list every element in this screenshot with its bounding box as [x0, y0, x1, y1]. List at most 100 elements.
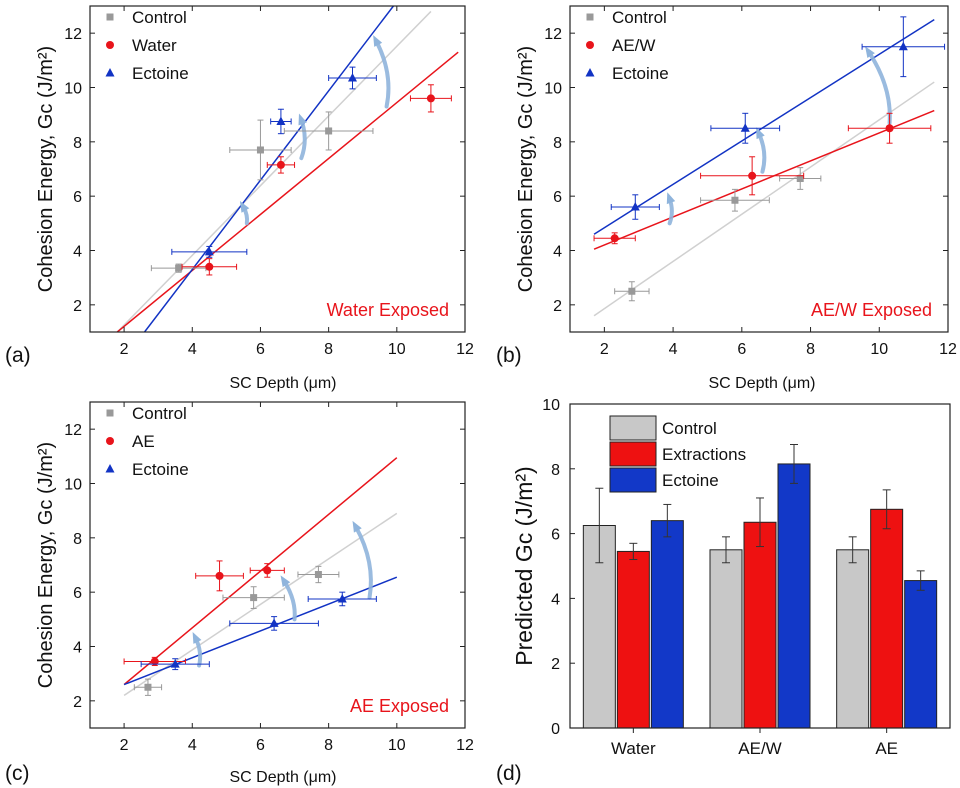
x-axis-label: SC Depth (μm): [708, 375, 815, 392]
x-axis-label: SC Depth (μm): [229, 375, 336, 392]
panel-label: (a): [5, 344, 31, 367]
fit-line-ectoine: [145, 6, 394, 332]
x-tick-label: 4: [669, 341, 678, 358]
bar-control-ae: [837, 550, 869, 728]
x-tick-label: 6: [256, 341, 265, 358]
bar-ectoine-ae: [905, 581, 937, 728]
rotation-arrow-1: [759, 134, 764, 172]
x-tick-label: 2: [120, 341, 129, 358]
legend-label: Water: [132, 36, 177, 55]
fit-line-water: [117, 52, 458, 332]
y-axis-label: Cohesion Energy, Gc (J/m²): [515, 46, 537, 292]
panel-0: 2 4 6 8 10 12 2 4 6 8 10 12 Control Water Ectoine Water…: [5, 6, 474, 392]
data-point-ectoine: [899, 42, 908, 51]
legend-marker: [106, 41, 114, 49]
data-point-control: [731, 197, 738, 204]
fit-line-ectoine: [124, 577, 397, 684]
bar-extractions-ae: [871, 509, 903, 728]
x-tick-label: 12: [456, 737, 474, 754]
x-tick-label: 12: [456, 341, 474, 358]
y-tick-label: 8: [551, 462, 560, 479]
legend-marker: [106, 464, 115, 473]
legend-swatch: [610, 468, 656, 492]
legend-label: AE/W: [612, 36, 655, 55]
panel-2: 2 4 6 8 10 12 2 4 6 8 10 12 Control AE Ectoine AE Expos…: [5, 402, 474, 786]
legend-label: Control: [612, 8, 667, 27]
data-point-ae-w: [611, 234, 619, 242]
legend-label: Ectoine: [612, 64, 669, 83]
data-point-ectoine: [276, 116, 285, 125]
y-tick-label: 4: [551, 591, 560, 608]
data-point-control: [144, 684, 151, 691]
legend-marker: [106, 68, 115, 77]
legend-swatch: [610, 442, 656, 466]
x-tick-label: 4: [188, 737, 197, 754]
y-tick-label: 2: [73, 694, 82, 711]
rotation-arrow-1: [301, 120, 304, 158]
y-axis-label: Cohesion Energy, Gc (J/m²): [35, 46, 57, 292]
plot-area: [594, 17, 945, 316]
x-tick-label: 8: [324, 341, 333, 358]
data-point-ae-w: [886, 124, 894, 132]
fit-line-control: [594, 82, 934, 316]
y-tick-label: 6: [73, 189, 82, 206]
x-category-label: Water: [611, 739, 656, 758]
bar-ectoine-water: [651, 521, 683, 728]
y-tick-label: 12: [64, 26, 82, 43]
legend-marker: [107, 410, 114, 417]
fit-line-ae: [124, 458, 397, 685]
panel-1: 2 4 6 8 10 1224681012ControlAE/WEctoineAE/W E…: [496, 6, 957, 392]
data-point-control: [315, 571, 322, 578]
bar-extractions-water: [617, 551, 649, 728]
rotation-arrowhead-0: [667, 192, 675, 204]
y-tick-label: 4: [73, 640, 82, 657]
legend-label: Control: [132, 8, 187, 27]
rotation-arrowhead-0: [193, 632, 202, 644]
panel-label: (c): [5, 762, 30, 785]
y-tick-label: 6: [551, 527, 560, 544]
panel-label: (b): [496, 344, 522, 367]
rotation-arrow-2: [356, 527, 371, 598]
x-tick-label: 10: [870, 341, 888, 358]
x-tick-label: 2: [600, 341, 609, 358]
rotation-arrowhead-1: [299, 114, 307, 126]
legend-marker: [586, 41, 594, 49]
x-tick-label: 12: [939, 341, 957, 358]
legend-swatch: [610, 416, 656, 440]
panel-label: (d): [496, 762, 522, 785]
data-point-ectoine: [270, 618, 279, 627]
data-point-ae: [263, 566, 271, 574]
data-point-control: [257, 146, 264, 153]
x-tick-label: 8: [806, 341, 815, 358]
data-point-ectoine: [741, 123, 750, 132]
data-point-control: [628, 288, 635, 295]
x-tick-label: 6: [737, 341, 746, 358]
rotation-arrow-1: [284, 581, 294, 619]
panel-annotation: AE/W Exposed: [811, 300, 932, 320]
y-tick-label: 10: [544, 81, 562, 98]
data-point-ectoine: [348, 73, 357, 82]
y-tick-label: 6: [73, 585, 82, 602]
data-point-ae: [216, 572, 224, 580]
y-tick-label: 4: [553, 244, 562, 261]
legend-label: Ectoine: [662, 471, 719, 490]
panel-3: Water AE/W AE0246810ControlExtractionsEcto…: [496, 397, 950, 785]
data-point-ae-w: [748, 172, 756, 180]
legend-label: AE: [132, 432, 155, 451]
x-category-label: AE: [875, 739, 898, 758]
y-tick-label: 10: [542, 397, 560, 414]
x-tick-label: 2: [120, 737, 129, 754]
y-tick-label: 10: [64, 477, 82, 494]
x-tick-label: 10: [388, 341, 406, 358]
y-tick-label: 10: [64, 81, 82, 98]
legend-label: Control: [132, 404, 187, 423]
x-category-label: AE/W: [738, 739, 781, 758]
y-tick-label: 2: [553, 298, 562, 315]
data-point-control: [250, 594, 257, 601]
x-tick-label: 10: [388, 737, 406, 754]
bar-ectoine-ae-w: [778, 464, 810, 728]
data-point-water: [427, 94, 435, 102]
panel-annotation: Water Exposed: [327, 300, 449, 320]
